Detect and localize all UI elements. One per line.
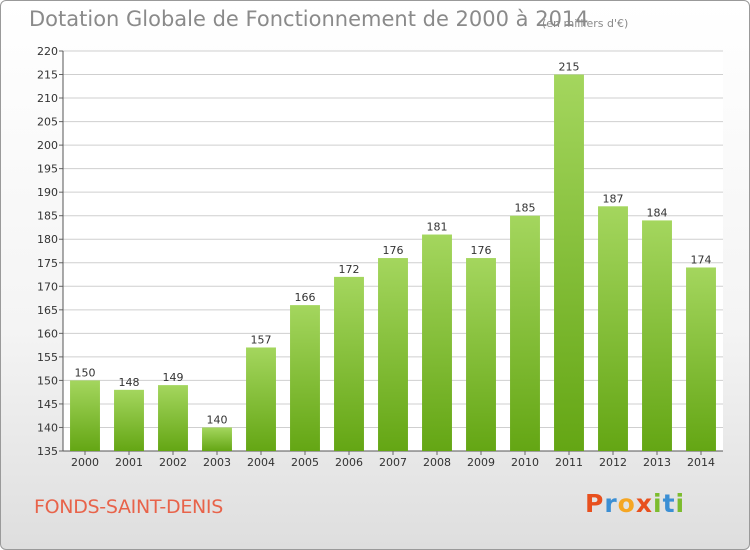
- data-label: 140: [207, 413, 228, 426]
- y-tick-label: 150: [37, 374, 58, 387]
- bar: [158, 385, 188, 451]
- bar: [686, 267, 716, 451]
- bar: [70, 380, 100, 451]
- y-tick-label: 200: [37, 139, 58, 152]
- y-tick-label: 155: [37, 351, 58, 364]
- y-tick-label: 190: [37, 186, 58, 199]
- bar: [554, 74, 584, 451]
- logo-letter: P: [585, 489, 605, 518]
- x-tick-label: 2010: [511, 456, 539, 469]
- data-label: 176: [471, 244, 492, 257]
- logo-letter: t: [662, 489, 676, 518]
- logo-letter: i: [675, 489, 686, 518]
- x-tick-label: 2001: [115, 456, 143, 469]
- data-label: 172: [339, 263, 360, 276]
- x-tick-label: 2013: [643, 456, 671, 469]
- y-tick-label: 165: [37, 304, 58, 317]
- chart-subtitle: (en milliers d'€): [542, 17, 629, 30]
- bar: [378, 258, 408, 451]
- data-label: 187: [603, 192, 624, 205]
- y-tick-label: 135: [37, 445, 58, 458]
- y-tick-label: 210: [37, 92, 58, 105]
- x-tick-label: 2007: [379, 456, 407, 469]
- y-tick-label: 205: [37, 116, 58, 129]
- chart-title: Dotation Globale de Fonctionnement de 20…: [29, 7, 589, 31]
- y-tick-label: 145: [37, 398, 58, 411]
- bar: [246, 347, 276, 451]
- x-tick-label: 2012: [599, 456, 627, 469]
- data-label: 184: [647, 206, 668, 219]
- y-tick-label: 140: [37, 421, 58, 434]
- bar: [334, 276, 364, 451]
- x-tick-label: 2009: [467, 456, 495, 469]
- bar: [290, 305, 320, 451]
- x-tick-label: 2014: [687, 456, 715, 469]
- bar: [114, 389, 144, 451]
- bar: [642, 220, 672, 451]
- logo-letter: x: [635, 489, 653, 518]
- data-label: 185: [515, 202, 536, 215]
- bar: [598, 206, 628, 451]
- data-label: 149: [163, 371, 184, 384]
- x-tick-label: 2003: [203, 456, 231, 469]
- x-tick-label: 2005: [291, 456, 319, 469]
- x-tick-label: 2011: [555, 456, 583, 469]
- y-tick-label: 170: [37, 280, 58, 293]
- data-label: 181: [427, 221, 448, 234]
- logo-letter: i: [653, 489, 663, 518]
- y-tick-label: 220: [37, 45, 58, 58]
- bar: [466, 258, 496, 451]
- y-tick-label: 160: [37, 327, 58, 340]
- bar: [202, 427, 232, 451]
- y-tick-label: 215: [37, 69, 58, 82]
- x-tick-label: 2006: [335, 456, 363, 469]
- data-label: 215: [559, 61, 580, 74]
- data-label: 148: [119, 376, 140, 389]
- bar: [510, 215, 540, 451]
- proxiti-logo: Proxiti: [585, 489, 685, 518]
- logo-letter: o: [617, 489, 636, 518]
- bar: [422, 234, 452, 451]
- data-label: 166: [295, 291, 316, 304]
- data-label: 150: [75, 366, 96, 379]
- y-tick-label: 185: [37, 210, 58, 223]
- data-label: 176: [383, 244, 404, 257]
- y-tick-label: 175: [37, 257, 58, 270]
- y-tick-label: 195: [37, 163, 58, 176]
- logo-letter: r: [604, 489, 618, 518]
- data-label: 174: [691, 253, 712, 266]
- y-tick-label: 180: [37, 233, 58, 246]
- x-tick-label: 2002: [159, 456, 187, 469]
- x-tick-label: 2000: [71, 456, 99, 469]
- x-tick-label: 2004: [247, 456, 275, 469]
- commune-name: FONDS-SAINT-DENIS: [34, 496, 224, 518]
- x-tick-label: 2008: [423, 456, 451, 469]
- data-label: 157: [251, 333, 272, 346]
